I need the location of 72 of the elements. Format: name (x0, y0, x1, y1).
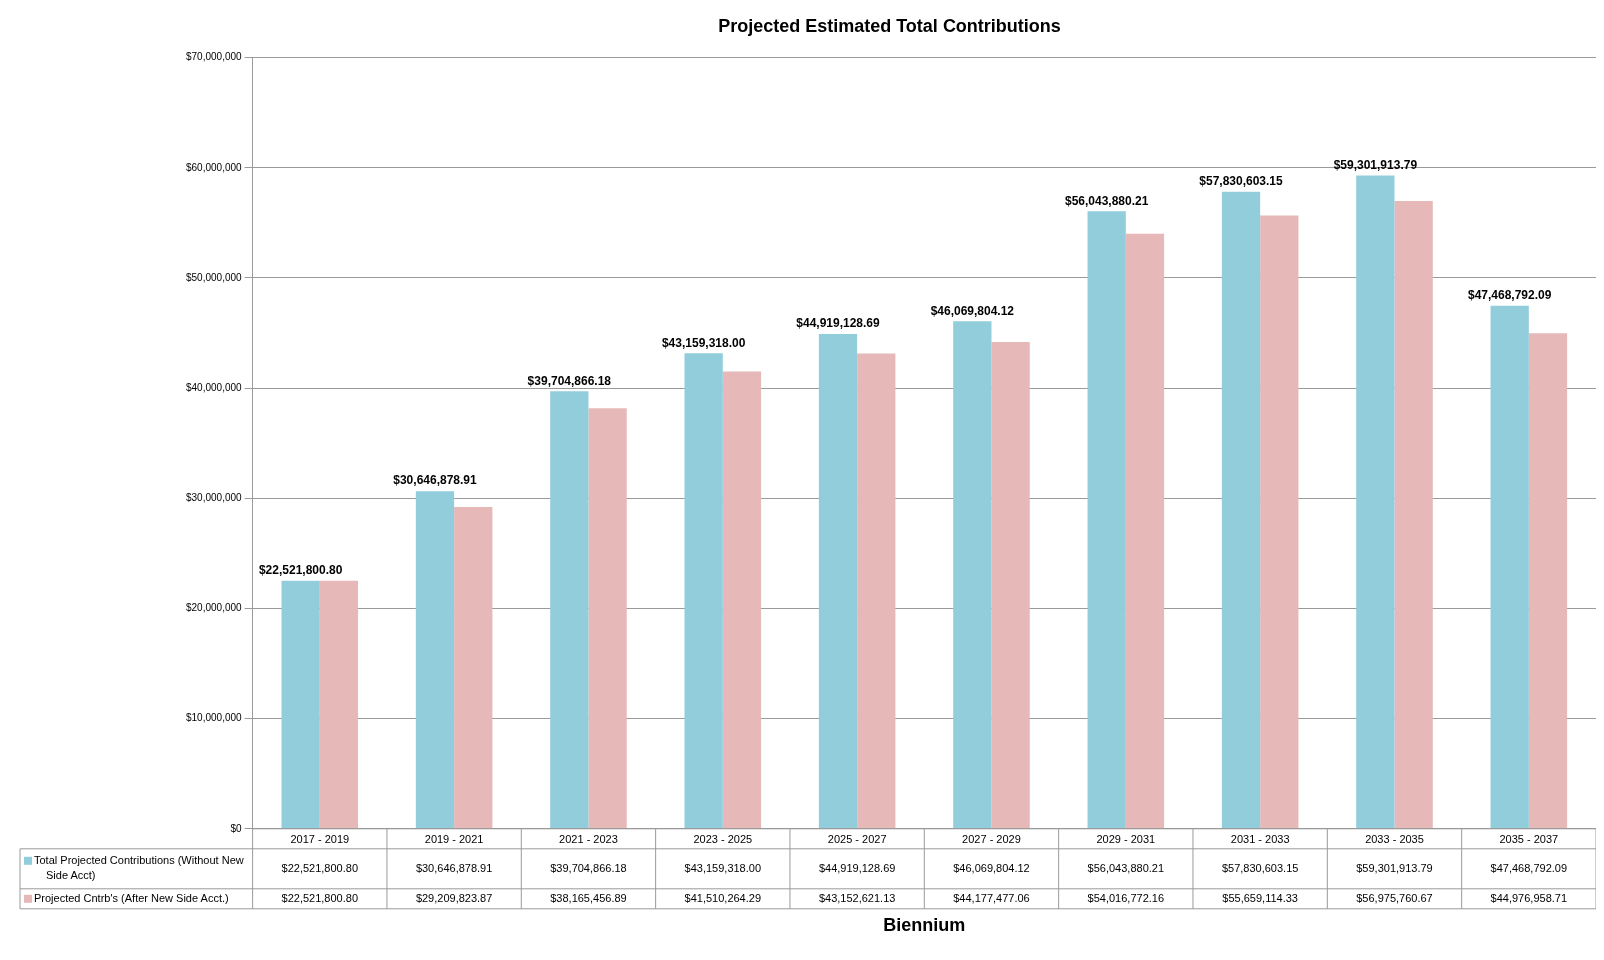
text: $47,468,792.09 (1467, 288, 1552, 303)
text: $56,043,880.21 (1064, 193, 1149, 208)
bar (319, 580, 359, 829)
data-label: $43,152,621.13 (818, 891, 896, 904)
bar (857, 353, 896, 829)
bar (281, 580, 320, 829)
x-tick-label: 2025 - 2027 (827, 833, 887, 846)
text: $39,704,866.18 (527, 373, 612, 388)
data-label: $59,301,913.79 (1356, 861, 1433, 874)
data-label: $30,646,878.91 (415, 861, 493, 874)
y-tick-label: $50,000,000 (185, 271, 243, 283)
y-tick-label: $10,000,000 (185, 712, 243, 724)
y-tick-label: $0 (230, 822, 243, 834)
x-tick-label: 2021 - 2023 (559, 833, 618, 846)
bar (454, 506, 493, 829)
bar (588, 408, 627, 829)
chart-title: Projected Estimated Total Contributions (718, 15, 1061, 36)
x-tick-label: 2029 - 2031 (1096, 833, 1156, 846)
data-label: $46,069,804.12 (953, 861, 1030, 874)
data-label: $44,919,128.69 (818, 861, 896, 874)
data-label: $56,043,880.21 (1087, 861, 1165, 874)
data-label: $22,521,800.80 (281, 891, 359, 904)
x-tick-label: 2027 - 2029 (962, 833, 1021, 846)
bar (953, 321, 992, 829)
data-label: $44,177,477.06 (953, 891, 1030, 904)
text: $57,830,603.15 (1199, 173, 1283, 188)
text: $46,069,804.12 (930, 303, 1015, 318)
data-label: $47,468,792.09 (1490, 861, 1568, 874)
data-label: $57,830,603.15 (1221, 861, 1299, 874)
x-tick-label: 2019 - 2021 (424, 833, 484, 846)
text: $30,646,878.91 (393, 473, 477, 488)
y-tick-label: $60,000,000 (185, 161, 243, 173)
bar (1394, 201, 1433, 829)
x-axis-title: Biennium (883, 914, 966, 935)
data-label: $41,510,264.29 (684, 891, 762, 904)
text: $44,919,128.69 (796, 316, 880, 331)
bar (1221, 191, 1261, 829)
y-tick-label: $20,000,000 (185, 602, 243, 614)
data-label: $55,659,114.33 (1222, 891, 1298, 904)
data-label: $43,159,318.00 (684, 861, 762, 874)
x-tick-label: 2035 - 2037 (1499, 833, 1559, 846)
bar (818, 333, 858, 829)
bar (550, 391, 589, 829)
y-tick-label: $40,000,000 (185, 381, 243, 393)
data-label: $29,209,823.87 (415, 891, 493, 904)
bar (1356, 175, 1395, 829)
text: $59,301,913.79 (1333, 157, 1418, 172)
x-tick-label: 2031 - 2033 (1230, 833, 1290, 846)
bar (1125, 233, 1165, 829)
text: $22,521,800.80 (258, 562, 343, 577)
data-label: $39,704,866.18 (550, 861, 627, 874)
bar (1260, 215, 1299, 829)
x-tick-label: 2023 - 2025 (693, 833, 753, 846)
legend-label: Projected Cntrb's (After New Side Acct.) (34, 891, 229, 904)
x-tick-label: 2017 - 2019 (290, 833, 350, 846)
bar (684, 353, 723, 829)
bar (991, 342, 1030, 829)
y-tick-label: $30,000,000 (185, 492, 243, 504)
bar (415, 491, 455, 829)
bar (1528, 333, 1568, 829)
y-tick-label: $70,000,000 (185, 51, 243, 63)
data-label: $56,975,760.67 (1356, 891, 1433, 904)
bar (1490, 305, 1529, 829)
data-label: $38,165,456.89 (550, 891, 627, 904)
bar (722, 371, 762, 829)
x-tick-label: 2033 - 2035 (1365, 833, 1424, 846)
text: $43,159,318.00 (661, 335, 746, 350)
data-label: $44,976,958.71 (1490, 891, 1568, 904)
data-label: $22,521,800.80 (281, 861, 359, 874)
data-label: $54,016,772.16 (1087, 891, 1165, 904)
bar (1087, 211, 1126, 829)
legend-label: Total Projected Contributions (Without New Side Acct) (34, 854, 244, 882)
